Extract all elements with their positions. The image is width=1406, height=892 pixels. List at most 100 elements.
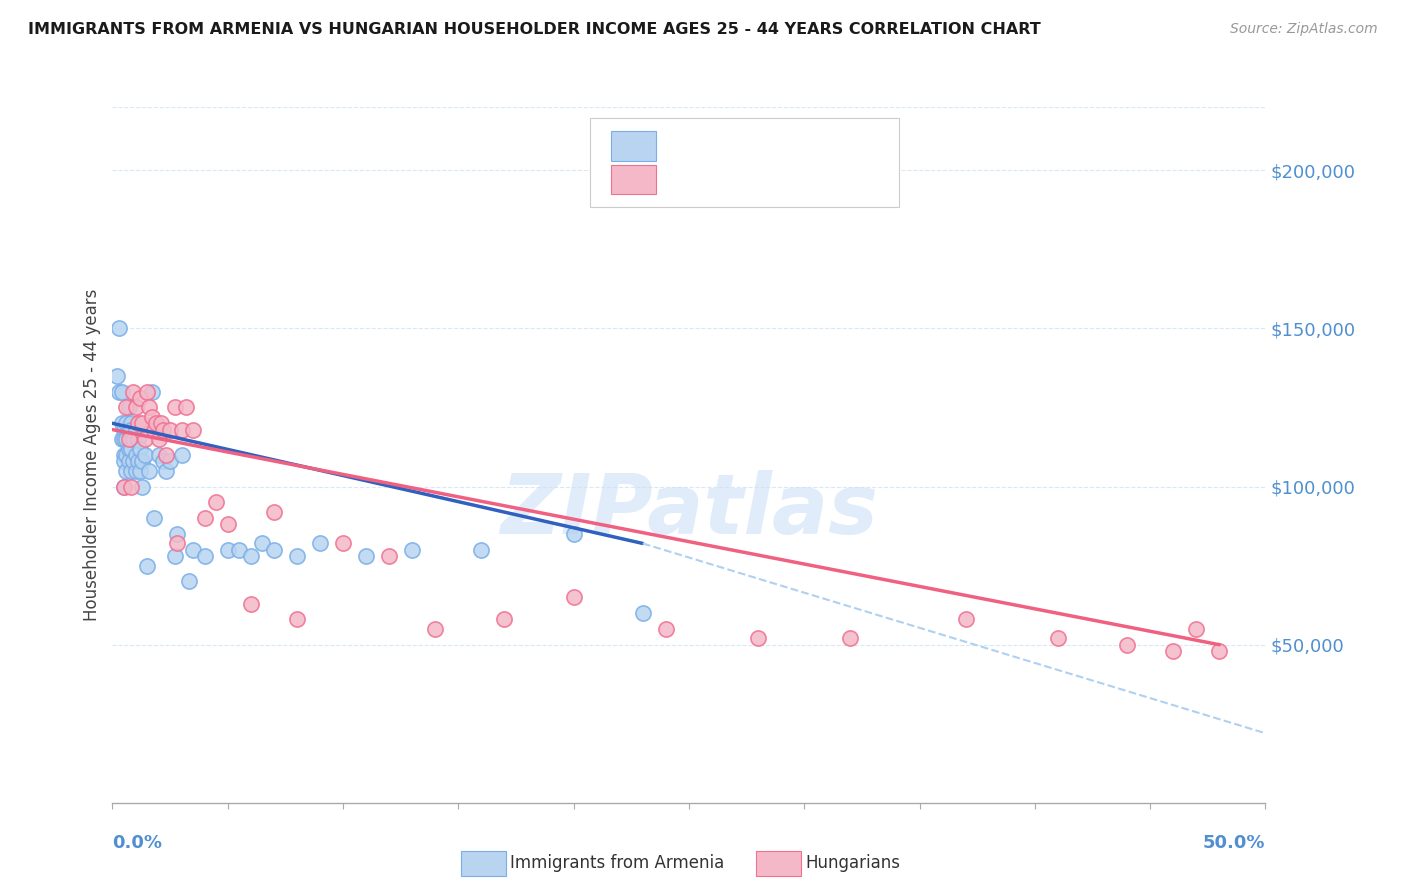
Point — [166, 536, 188, 550]
Text: ZIPatlas: ZIPatlas — [501, 470, 877, 551]
Point — [129, 464, 152, 478]
Point — [112, 479, 135, 493]
Point — [120, 417, 142, 431]
Point — [354, 549, 377, 563]
Point — [170, 448, 193, 462]
Point — [332, 536, 354, 550]
Point — [252, 536, 274, 550]
Point — [122, 454, 145, 468]
Point — [562, 591, 585, 605]
Point — [174, 401, 197, 415]
Point — [285, 549, 308, 563]
Text: 50.0%: 50.0% — [1204, 834, 1265, 852]
Text: 45: 45 — [830, 171, 855, 189]
Point — [136, 558, 159, 573]
Point — [115, 464, 138, 478]
Point — [127, 454, 149, 468]
Point — [141, 409, 163, 424]
Point — [217, 517, 239, 532]
Point — [143, 423, 166, 437]
Point — [228, 542, 250, 557]
Point — [117, 454, 139, 468]
Point — [152, 423, 174, 437]
Point — [145, 417, 167, 431]
Point — [108, 384, 131, 399]
Point — [955, 612, 977, 626]
Point — [134, 432, 156, 446]
Text: N =: N = — [778, 171, 830, 189]
Point — [120, 423, 142, 437]
Point — [111, 432, 134, 446]
Point — [108, 321, 131, 335]
Point — [134, 448, 156, 462]
Point — [263, 505, 285, 519]
Point — [194, 511, 217, 525]
Point — [470, 542, 492, 557]
Point — [1046, 632, 1069, 646]
Point — [127, 432, 149, 446]
Point — [631, 606, 654, 620]
Text: 0.0%: 0.0% — [112, 834, 163, 852]
Point — [170, 423, 193, 437]
Point — [148, 432, 170, 446]
Point — [1116, 638, 1139, 652]
Point — [129, 442, 152, 456]
Point — [138, 464, 160, 478]
Point — [177, 574, 200, 589]
Point — [239, 597, 262, 611]
Point — [562, 527, 585, 541]
Point — [655, 622, 678, 636]
Point — [263, 542, 285, 557]
Point — [747, 632, 769, 646]
Point — [425, 622, 447, 636]
Point — [205, 495, 228, 509]
Point — [155, 464, 177, 478]
Point — [155, 448, 177, 462]
Point — [839, 632, 862, 646]
Text: Immigrants from Armenia: Immigrants from Armenia — [510, 855, 724, 872]
Point — [105, 368, 128, 383]
Text: 61: 61 — [830, 138, 855, 156]
Point — [1161, 644, 1184, 658]
Point — [127, 417, 149, 431]
Text: N =: N = — [778, 138, 830, 156]
Point — [112, 448, 135, 462]
Point — [111, 384, 134, 399]
Point — [120, 479, 142, 493]
Y-axis label: Householder Income Ages 25 - 44 years: Householder Income Ages 25 - 44 years — [83, 289, 101, 621]
Text: Hungarians: Hungarians — [806, 855, 901, 872]
Point — [163, 401, 186, 415]
Point — [115, 448, 138, 462]
Point — [136, 384, 159, 399]
Point — [122, 384, 145, 399]
Text: IMMIGRANTS FROM ARMENIA VS HUNGARIAN HOUSEHOLDER INCOME AGES 25 - 44 YEARS CORRE: IMMIGRANTS FROM ARMENIA VS HUNGARIAN HOU… — [28, 22, 1040, 37]
Point — [401, 542, 423, 557]
Text: -0.523: -0.523 — [703, 171, 768, 189]
Point — [148, 448, 170, 462]
Point — [111, 417, 134, 431]
Point — [124, 401, 146, 415]
Text: R =: R = — [661, 138, 700, 156]
Point — [117, 401, 139, 415]
Point — [138, 401, 160, 415]
Point — [120, 442, 142, 456]
Point — [285, 612, 308, 626]
Text: -0.281: -0.281 — [703, 138, 768, 156]
Point — [131, 454, 153, 468]
Point — [124, 423, 146, 437]
Point — [115, 432, 138, 446]
Point — [1208, 644, 1230, 658]
Text: R =: R = — [661, 171, 700, 189]
Point — [1185, 622, 1208, 636]
Point — [124, 448, 146, 462]
Point — [112, 423, 135, 437]
Text: Source: ZipAtlas.com: Source: ZipAtlas.com — [1230, 22, 1378, 37]
Point — [163, 549, 186, 563]
Point — [115, 401, 138, 415]
Point — [159, 454, 181, 468]
Point — [166, 527, 188, 541]
Point — [131, 417, 153, 431]
Point — [159, 423, 181, 437]
Point — [117, 442, 139, 456]
Point — [112, 454, 135, 468]
